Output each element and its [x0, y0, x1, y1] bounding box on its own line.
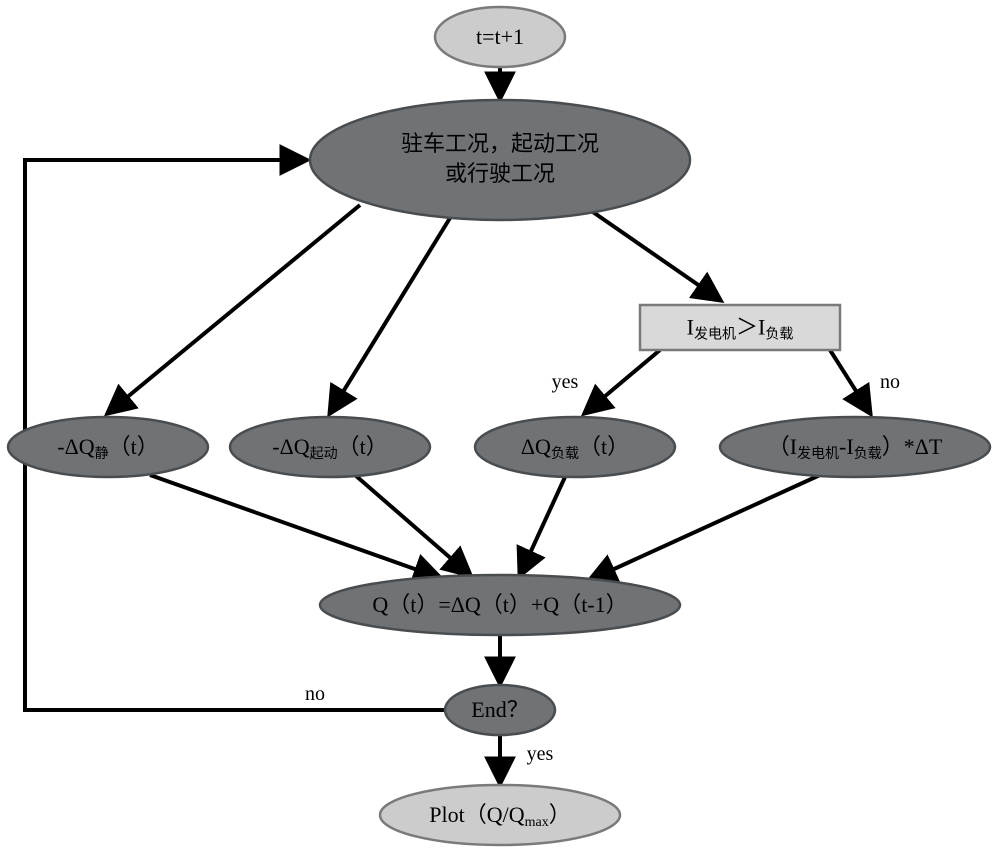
- edge-dq_static-q_sum: [150, 475, 440, 578]
- edge-dq_formula-q_sum: [590, 475, 820, 580]
- node-t_inc: t=t+1: [435, 7, 565, 67]
- node-dq_start: -ΔQ起动（t）: [230, 417, 430, 477]
- flowchart-canvas: yes no yes no t=t+1 驻车工况，起动工况或行驶工况 I发电机＞I负载 -Δ…: [0, 0, 1000, 852]
- node-plot: Plot（Q/Qmax）: [380, 785, 620, 845]
- svg-text:Plot（Q/Qmax）: Plot（Q/Qmax）: [429, 802, 570, 830]
- edge-label-no: no: [880, 371, 900, 393]
- node-q_sum: Q（t）=ΔQ（t）+Q（t-1）: [320, 575, 680, 635]
- svg-text:或行驶工况: 或行驶工况: [445, 161, 555, 186]
- edge-label-yes: yes: [552, 371, 579, 393]
- node-dq_static: -ΔQ静（t）: [8, 417, 208, 477]
- node-cond: 驻车工况，起动工况或行驶工况: [310, 100, 690, 220]
- edge-dq_start-q_sum: [355, 475, 470, 575]
- nodes-layer: t=t+1 驻车工况，起动工况或行驶工况 I发电机＞I负载 -ΔQ静（t） -ΔQ起动（…: [8, 7, 990, 845]
- node-end: End？: [445, 685, 555, 735]
- edge-cond-gen_vs_load: [590, 210, 720, 300]
- node-dq_load: ΔQ负载（t）: [475, 417, 675, 477]
- edge-gen_vs_load-dq_formula: [830, 350, 870, 413]
- edge-cond-dq_static: [108, 205, 360, 413]
- svg-text:驻车工况，起动工况: 驻车工况，起动工况: [401, 131, 599, 156]
- edge-label-yes: yes: [527, 743, 554, 765]
- node-gen_vs_load: I发电机＞I负载: [640, 305, 840, 350]
- svg-text:Q（t）=ΔQ（t）+Q（t-1）: Q（t）=ΔQ（t）+Q（t-1）: [372, 592, 627, 617]
- svg-text:End？: End？: [471, 697, 528, 722]
- svg-text:t=t+1: t=t+1: [476, 24, 524, 49]
- edge-gen_vs_load-dq_load: [585, 350, 660, 413]
- node-dq_formula: （I发电机-I负载）*ΔT: [720, 417, 990, 477]
- edge-dq_load-q_sum: [520, 477, 565, 575]
- svg-text:-ΔQ静（t）: -ΔQ静（t）: [57, 434, 159, 462]
- edge-label-no: no: [305, 683, 325, 705]
- edge-cond-dq_start: [330, 218, 450, 413]
